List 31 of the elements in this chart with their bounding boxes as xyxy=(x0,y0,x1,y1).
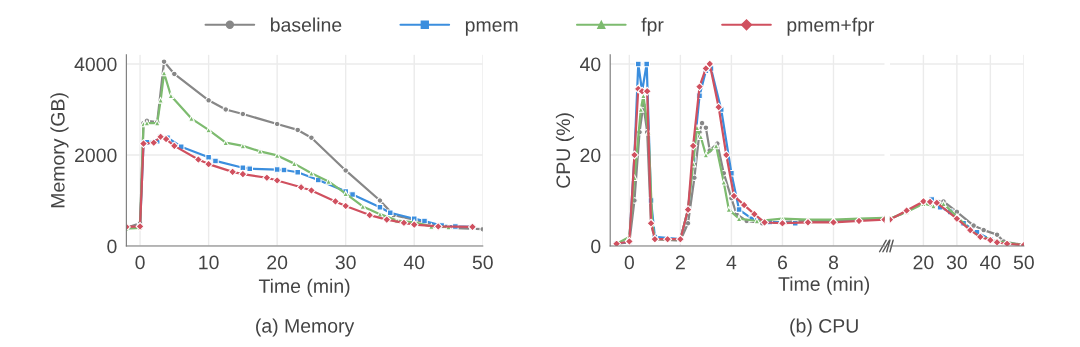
x-tick-label: 30 xyxy=(946,255,967,270)
x-tick-label: 0 xyxy=(624,255,634,270)
x-tick-label: 20 xyxy=(913,255,934,270)
x-tick-label: 8 xyxy=(828,255,839,270)
y-tick-label: 40 xyxy=(579,57,601,72)
x-tick-label: 30 xyxy=(335,255,356,270)
legend-label: baseline xyxy=(270,17,342,32)
text: (b) CPU xyxy=(790,318,858,337)
y-tick-label: 2000 xyxy=(75,148,117,163)
y-tick-label: 4000 xyxy=(74,57,117,72)
x-tick-label: 6 xyxy=(778,255,787,270)
legend-label: pmem+fpr xyxy=(787,17,875,36)
x-tick-label: 40 xyxy=(979,255,1001,270)
legend-label: pmem xyxy=(465,21,518,36)
y-tick-label: 0 xyxy=(591,239,601,254)
x-tick-label: 40 xyxy=(403,255,425,270)
y-tick-label: 0 xyxy=(107,239,117,254)
text: (a) Memory xyxy=(256,318,355,337)
x-tick-label: 20 xyxy=(267,255,288,270)
x-axis-title: Time (min) xyxy=(778,276,870,295)
x-tick-label: 50 xyxy=(1013,255,1034,270)
x-tick-label: 4 xyxy=(726,255,737,270)
legend-label: fpr xyxy=(641,17,664,36)
x-tick-label: 0 xyxy=(135,255,145,270)
x-axis-title: Time (min) xyxy=(258,278,350,297)
y-axis-title: Memory (GB) xyxy=(50,93,69,208)
x-tick-label: 50 xyxy=(472,255,493,270)
y-tick-label: 20 xyxy=(580,148,601,163)
x-tick-label: 10 xyxy=(199,255,219,270)
x-tick-label: 2 xyxy=(675,255,685,270)
y-axis-title: CPU (%) xyxy=(555,113,574,188)
